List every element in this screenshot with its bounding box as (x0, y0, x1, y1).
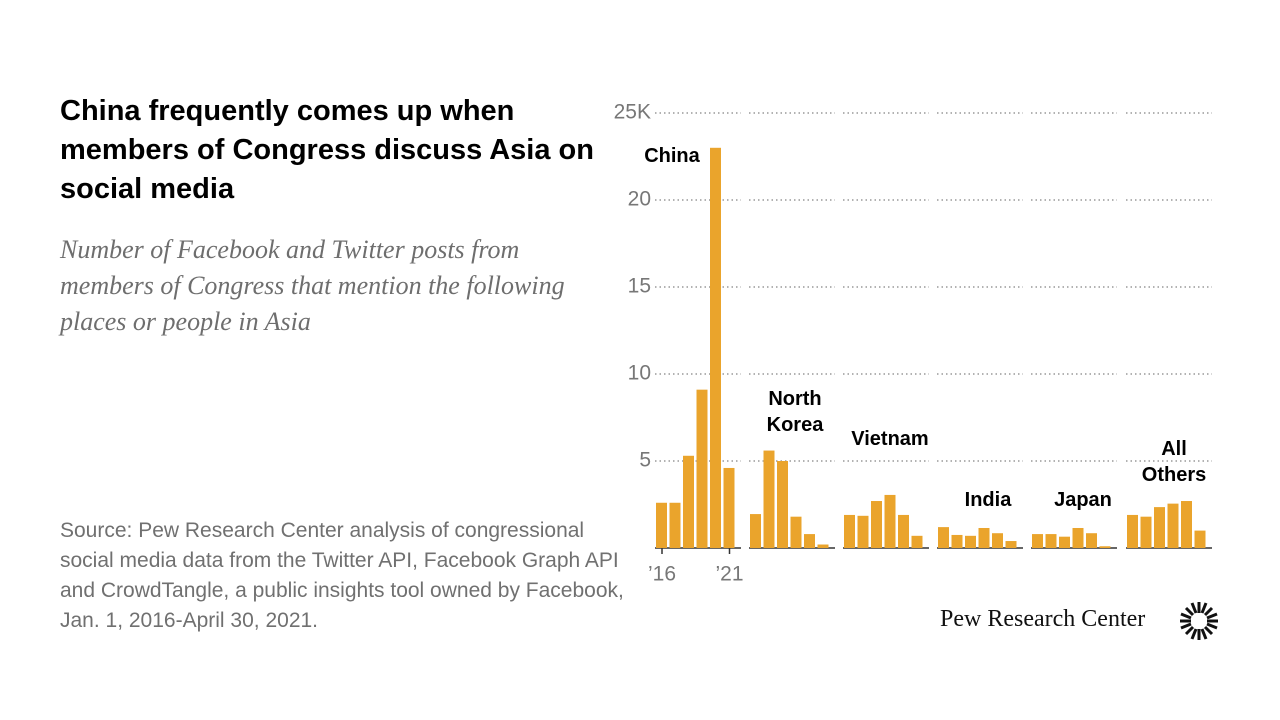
panel-label: All Others (1141, 438, 1207, 486)
bar (1072, 527, 1084, 548)
bar (992, 533, 1003, 548)
source-note: Source: Pew Research Center analysis of … (60, 519, 624, 632)
panel-label: Japan (1054, 489, 1112, 511)
y-tick-label: 5 (639, 449, 651, 472)
y-tick-label: 25K (614, 101, 651, 124)
bar (1140, 516, 1152, 548)
bar (669, 502, 681, 548)
bar (978, 527, 990, 548)
x-tick-label: ’21 (715, 563, 743, 586)
logo (1180, 602, 1218, 640)
bar (884, 494, 896, 548)
bar (1005, 541, 1017, 548)
bar (951, 534, 963, 548)
bar (1099, 546, 1111, 548)
bar (938, 527, 949, 548)
bar (1194, 530, 1206, 548)
bar (683, 455, 694, 548)
bar (1032, 534, 1043, 548)
bar (723, 467, 735, 548)
y-tick-label: 20 (628, 188, 651, 211)
panel-label: North Korea (766, 388, 824, 436)
chart-title: China frequently comes up when members o… (60, 95, 594, 205)
y-tick-label: 10 (628, 362, 651, 385)
bar (857, 515, 869, 548)
panel-label: Vietnam (851, 428, 929, 450)
bar (844, 514, 855, 548)
bar (871, 501, 882, 548)
bar (696, 389, 708, 548)
bar (911, 535, 923, 548)
x-tick-label: ’16 (648, 563, 676, 586)
bar (1167, 503, 1179, 548)
bar (1059, 536, 1070, 548)
chart-subtitle: Number of Facebook and Twitter posts fro… (60, 235, 565, 336)
bar (817, 544, 829, 548)
bar (790, 516, 802, 548)
bar (965, 535, 976, 548)
y-tick-label: 15 (628, 275, 651, 298)
credit: Pew Research Center (940, 606, 1146, 632)
bar (1086, 533, 1097, 548)
bar (777, 461, 788, 548)
bar (710, 147, 721, 549)
bar (656, 502, 667, 548)
panel-label: China (644, 145, 700, 167)
bar (1045, 534, 1057, 548)
bar (1181, 501, 1192, 548)
bar (804, 534, 815, 548)
bar (1154, 507, 1165, 548)
bar (1127, 514, 1138, 548)
panel-label: India (964, 489, 1012, 511)
bar (898, 514, 909, 548)
bar (750, 514, 761, 548)
bar (763, 450, 775, 548)
